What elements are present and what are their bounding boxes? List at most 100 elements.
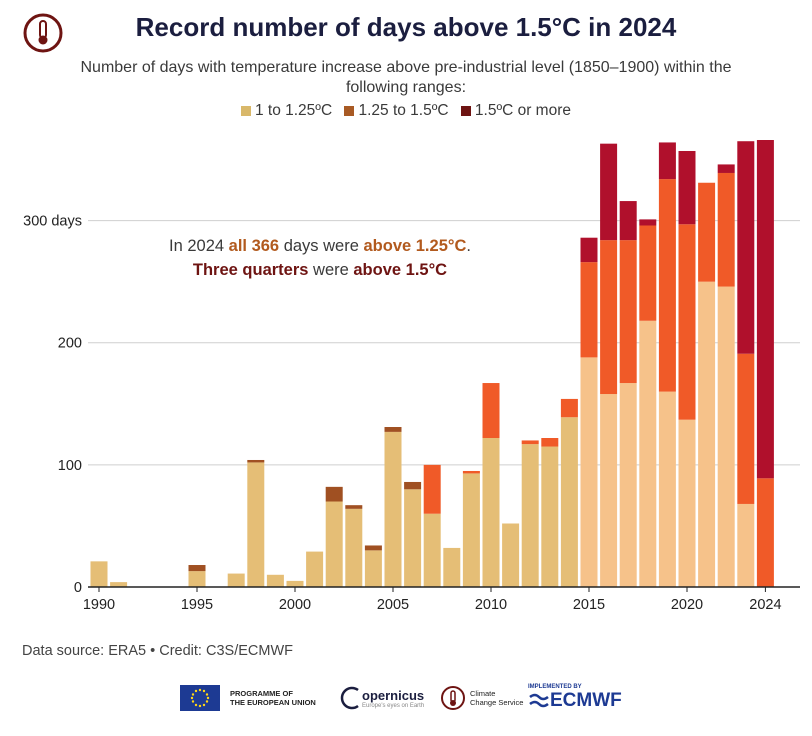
- bar-segment-1-to-1.25: [306, 551, 324, 587]
- bar-segment-1-to-1.25: [717, 286, 735, 587]
- bar-segment-1-to-1.25: [737, 503, 755, 587]
- x-tick-label: 2005: [377, 597, 409, 613]
- x-tick-label: 2020: [671, 597, 703, 613]
- ecmwf-logo: IMPLEMENTED BY ECMWF: [528, 680, 622, 716]
- copernicus-c-icon: [340, 686, 359, 710]
- bar-segment-1-to-1.25: [325, 501, 343, 587]
- bar-segment-1-to-1.25: [580, 357, 598, 587]
- bar-segment-1.25-to-1.5: [541, 438, 559, 447]
- bar-segment-1.25-to-1.5: [580, 262, 598, 358]
- eu-label-line-1: PROGRAMME OF: [230, 689, 293, 698]
- bar-segment-1.25-to-1.5: [521, 440, 539, 445]
- bar-segment-1.5-or-more: [619, 201, 637, 241]
- bar-segment-1.25-to-1.5: [600, 240, 618, 395]
- bar-segment-1-to-1.25: [423, 513, 441, 587]
- bar-segment-1.25-to-1.5: [247, 459, 265, 463]
- bar-segment-1-to-1.25: [678, 419, 696, 587]
- legend-label-low: 1 to 1.25ºC: [254, 102, 333, 119]
- bar-segment-1.25-to-1.5: [737, 353, 755, 504]
- legend-swatch-mid: [344, 106, 355, 116]
- ecmwf-implemented-by: IMPLEMENTED BY: [528, 684, 582, 690]
- bar-segment-1.5-or-more: [756, 140, 774, 479]
- copernicus-logo: opernicus Europe's eyes on Earth: [340, 680, 424, 716]
- data-source-credit: Data source: ERA5 • Credit: C3S/ECMWF: [22, 643, 293, 659]
- bar-segment-1.25-to-1.5: [404, 481, 422, 490]
- c3s-thermometer-logo-icon: [23, 13, 63, 53]
- eu-flag-icon: [180, 685, 220, 711]
- eu-label-line-2: THE EUROPEAN UNION: [230, 698, 316, 707]
- bar-segment-1.5-or-more: [658, 142, 676, 180]
- c3s-thermometer-small-icon: [441, 686, 465, 710]
- legend: 1 to 1.25ºC 1.25 to 1.5ºC 1.5ºC or more: [0, 102, 812, 121]
- bar-segment-1-to-1.25: [639, 320, 657, 587]
- x-tick-label: 2015: [573, 597, 605, 613]
- bar-segment-1.25-to-1.5: [678, 224, 696, 420]
- bar-segment-1-to-1.25: [443, 547, 461, 587]
- x-tick-label: 1995: [181, 597, 213, 613]
- y-tick-label: 0: [74, 580, 82, 596]
- bar-segment-1.25-to-1.5: [698, 182, 716, 282]
- bar-segment-1-to-1.25: [188, 571, 206, 587]
- bar-segment-1-to-1.25: [266, 574, 284, 587]
- bar-segment-1.25-to-1.5: [345, 505, 363, 509]
- bar-segment-1.25-to-1.5: [560, 398, 578, 418]
- partner-logos: PROGRAMME OF THE EUROPEAN UNION opernicu…: [0, 680, 812, 720]
- legend-swatch-high: [460, 106, 471, 116]
- annotation-line-1: In 2024 all 366 days were above 1.25°C.: [169, 237, 471, 255]
- c3s-logo: Climate Change Service: [440, 680, 523, 716]
- legend-item-mid: 1.25 to 1.5ºC: [344, 102, 449, 120]
- bar-segment-1.25-to-1.5: [325, 486, 343, 502]
- bar-segment-1-to-1.25: [521, 444, 539, 587]
- legend-item-high: 1.5ºC or more: [460, 102, 572, 120]
- bar-segment-1-to-1.25: [698, 281, 716, 587]
- bar-segment-1-to-1.25: [404, 489, 422, 587]
- bar-segment-1-to-1.25: [110, 582, 128, 587]
- bar-segment-1.5-or-more: [639, 219, 657, 226]
- bar-segment-1.25-to-1.5: [639, 225, 657, 321]
- legend-label-high: 1.5ºC or more: [474, 102, 572, 119]
- legend-label-mid: 1.25 to 1.5ºC: [358, 102, 449, 119]
- bar-segment-1.5-or-more: [717, 164, 735, 173]
- stacked-bar-chart: 0 100 200 300 days 1990 1995 2000 2005 2010 2015 2…: [23, 140, 800, 613]
- ecmwf-waves-icon: [529, 693, 549, 708]
- bar-segment-1.25-to-1.5: [188, 565, 206, 572]
- bar-segment-1-to-1.25: [227, 573, 245, 587]
- copernicus-tagline: Europe's eyes on Earth: [362, 702, 425, 709]
- x-tick-label: 2010: [475, 597, 507, 613]
- bar-segment-1.5-or-more: [678, 150, 696, 225]
- y-tick-label: 100: [58, 458, 82, 474]
- y-tick-label: 200: [58, 336, 82, 352]
- copernicus-wordmark: opernicus: [362, 687, 425, 703]
- c3s-label-line-1: Climate: [470, 689, 496, 698]
- bar-segment-1.25-to-1.5: [462, 470, 480, 474]
- chart-title: Record number of days above 1.5°C in 202…: [135, 12, 677, 42]
- bar-segment-1-to-1.25: [541, 446, 559, 587]
- bar-segment-1.25-to-1.5: [482, 383, 500, 438]
- bar-segment-1.5-or-more: [580, 237, 598, 263]
- bar-segment-1.5-or-more: [737, 141, 755, 354]
- bar-segment-1-to-1.25: [658, 391, 676, 587]
- bar-segment-1-to-1.25: [619, 383, 637, 587]
- c3s-label-line-2: Change Service: [470, 698, 524, 707]
- bar-segment-1.5-or-more: [600, 143, 618, 241]
- bar-segment-1.25-to-1.5: [423, 464, 441, 514]
- bar-segment-1.25-to-1.5: [619, 240, 637, 384]
- ecmwf-wordmark: ECMWF: [550, 690, 622, 711]
- eu-programme-logo: PROGRAMME OF THE EUROPEAN UNION: [180, 680, 316, 716]
- x-tick-label: 2000: [279, 597, 311, 613]
- x-tick-label: 1990: [83, 597, 115, 613]
- bar-segment-1-to-1.25: [560, 417, 578, 587]
- bar-segment-1.25-to-1.5: [364, 545, 382, 551]
- bar-segment-1-to-1.25: [502, 523, 520, 587]
- bar-segment-1-to-1.25: [247, 462, 265, 587]
- annotation-line-2: Three quarters were above 1.5°C: [193, 261, 447, 279]
- bar-segment-1-to-1.25: [600, 394, 618, 587]
- bar-segment-1-to-1.25: [364, 550, 382, 587]
- bar-segment-1.25-to-1.5: [384, 427, 402, 432]
- bar-segment-1.25-to-1.5: [658, 179, 676, 392]
- chart-subtitle: Number of days with temperature increase…: [80, 59, 732, 96]
- bar-segment-1-to-1.25: [482, 438, 500, 587]
- legend-swatch-low: [240, 106, 251, 116]
- bar-segment-1.25-to-1.5: [756, 478, 774, 587]
- y-tick-label: 300 days: [23, 214, 82, 230]
